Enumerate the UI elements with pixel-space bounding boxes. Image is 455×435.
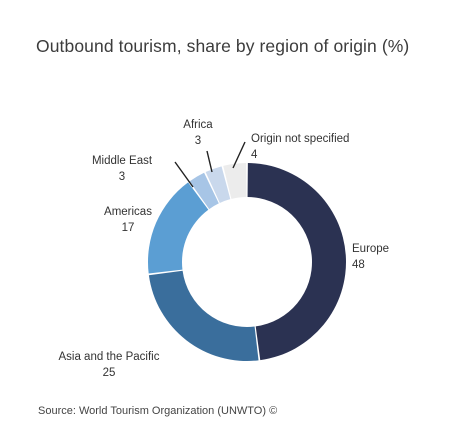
label-value-origin-not-specified: 4 <box>251 149 258 161</box>
chart-title: Outbound tourism, share by region of ori… <box>36 36 410 56</box>
label-value-africa: 3 <box>195 135 201 147</box>
slice-asia-and-the-pacific <box>148 270 259 361</box>
leader-line-africa <box>206 150 213 173</box>
label-value-asia-and-the-pacific: 25 <box>103 367 116 379</box>
leader-line-origin-not-specified <box>232 141 246 169</box>
leader-line-middle-east <box>174 161 194 188</box>
label-name-origin-not-specified: Origin not specified <box>251 133 349 145</box>
slice-africa <box>205 166 231 203</box>
label-name-europe: Europe <box>352 243 389 255</box>
label-value-americas: 17 <box>122 222 135 234</box>
label-value-europe: 48 <box>352 259 365 271</box>
slice-europe <box>247 163 346 361</box>
slice-americas <box>148 182 209 274</box>
slice-origin-not-specified <box>223 163 247 199</box>
leader-lines <box>174 141 246 188</box>
label-name-americas: Americas <box>104 206 152 218</box>
slice-middle-east <box>189 172 219 210</box>
slice-labels: Europe 48 Asia and the Pacific 25 Americas 17… <box>58 119 389 379</box>
label-value-middle-east: 3 <box>119 171 125 183</box>
label-name-asia-and-the-pacific: Asia and the Pacific <box>58 351 159 363</box>
label-name-middle-east: Middle East <box>92 155 153 167</box>
donut-chart: Europe 48 Asia and the Pacific 25 Americas 17… <box>58 119 389 379</box>
source-note: Source: World Tourism Organization (UNWT… <box>38 405 278 417</box>
label-name-africa: Africa <box>183 119 213 131</box>
donut-slices <box>148 163 346 361</box>
